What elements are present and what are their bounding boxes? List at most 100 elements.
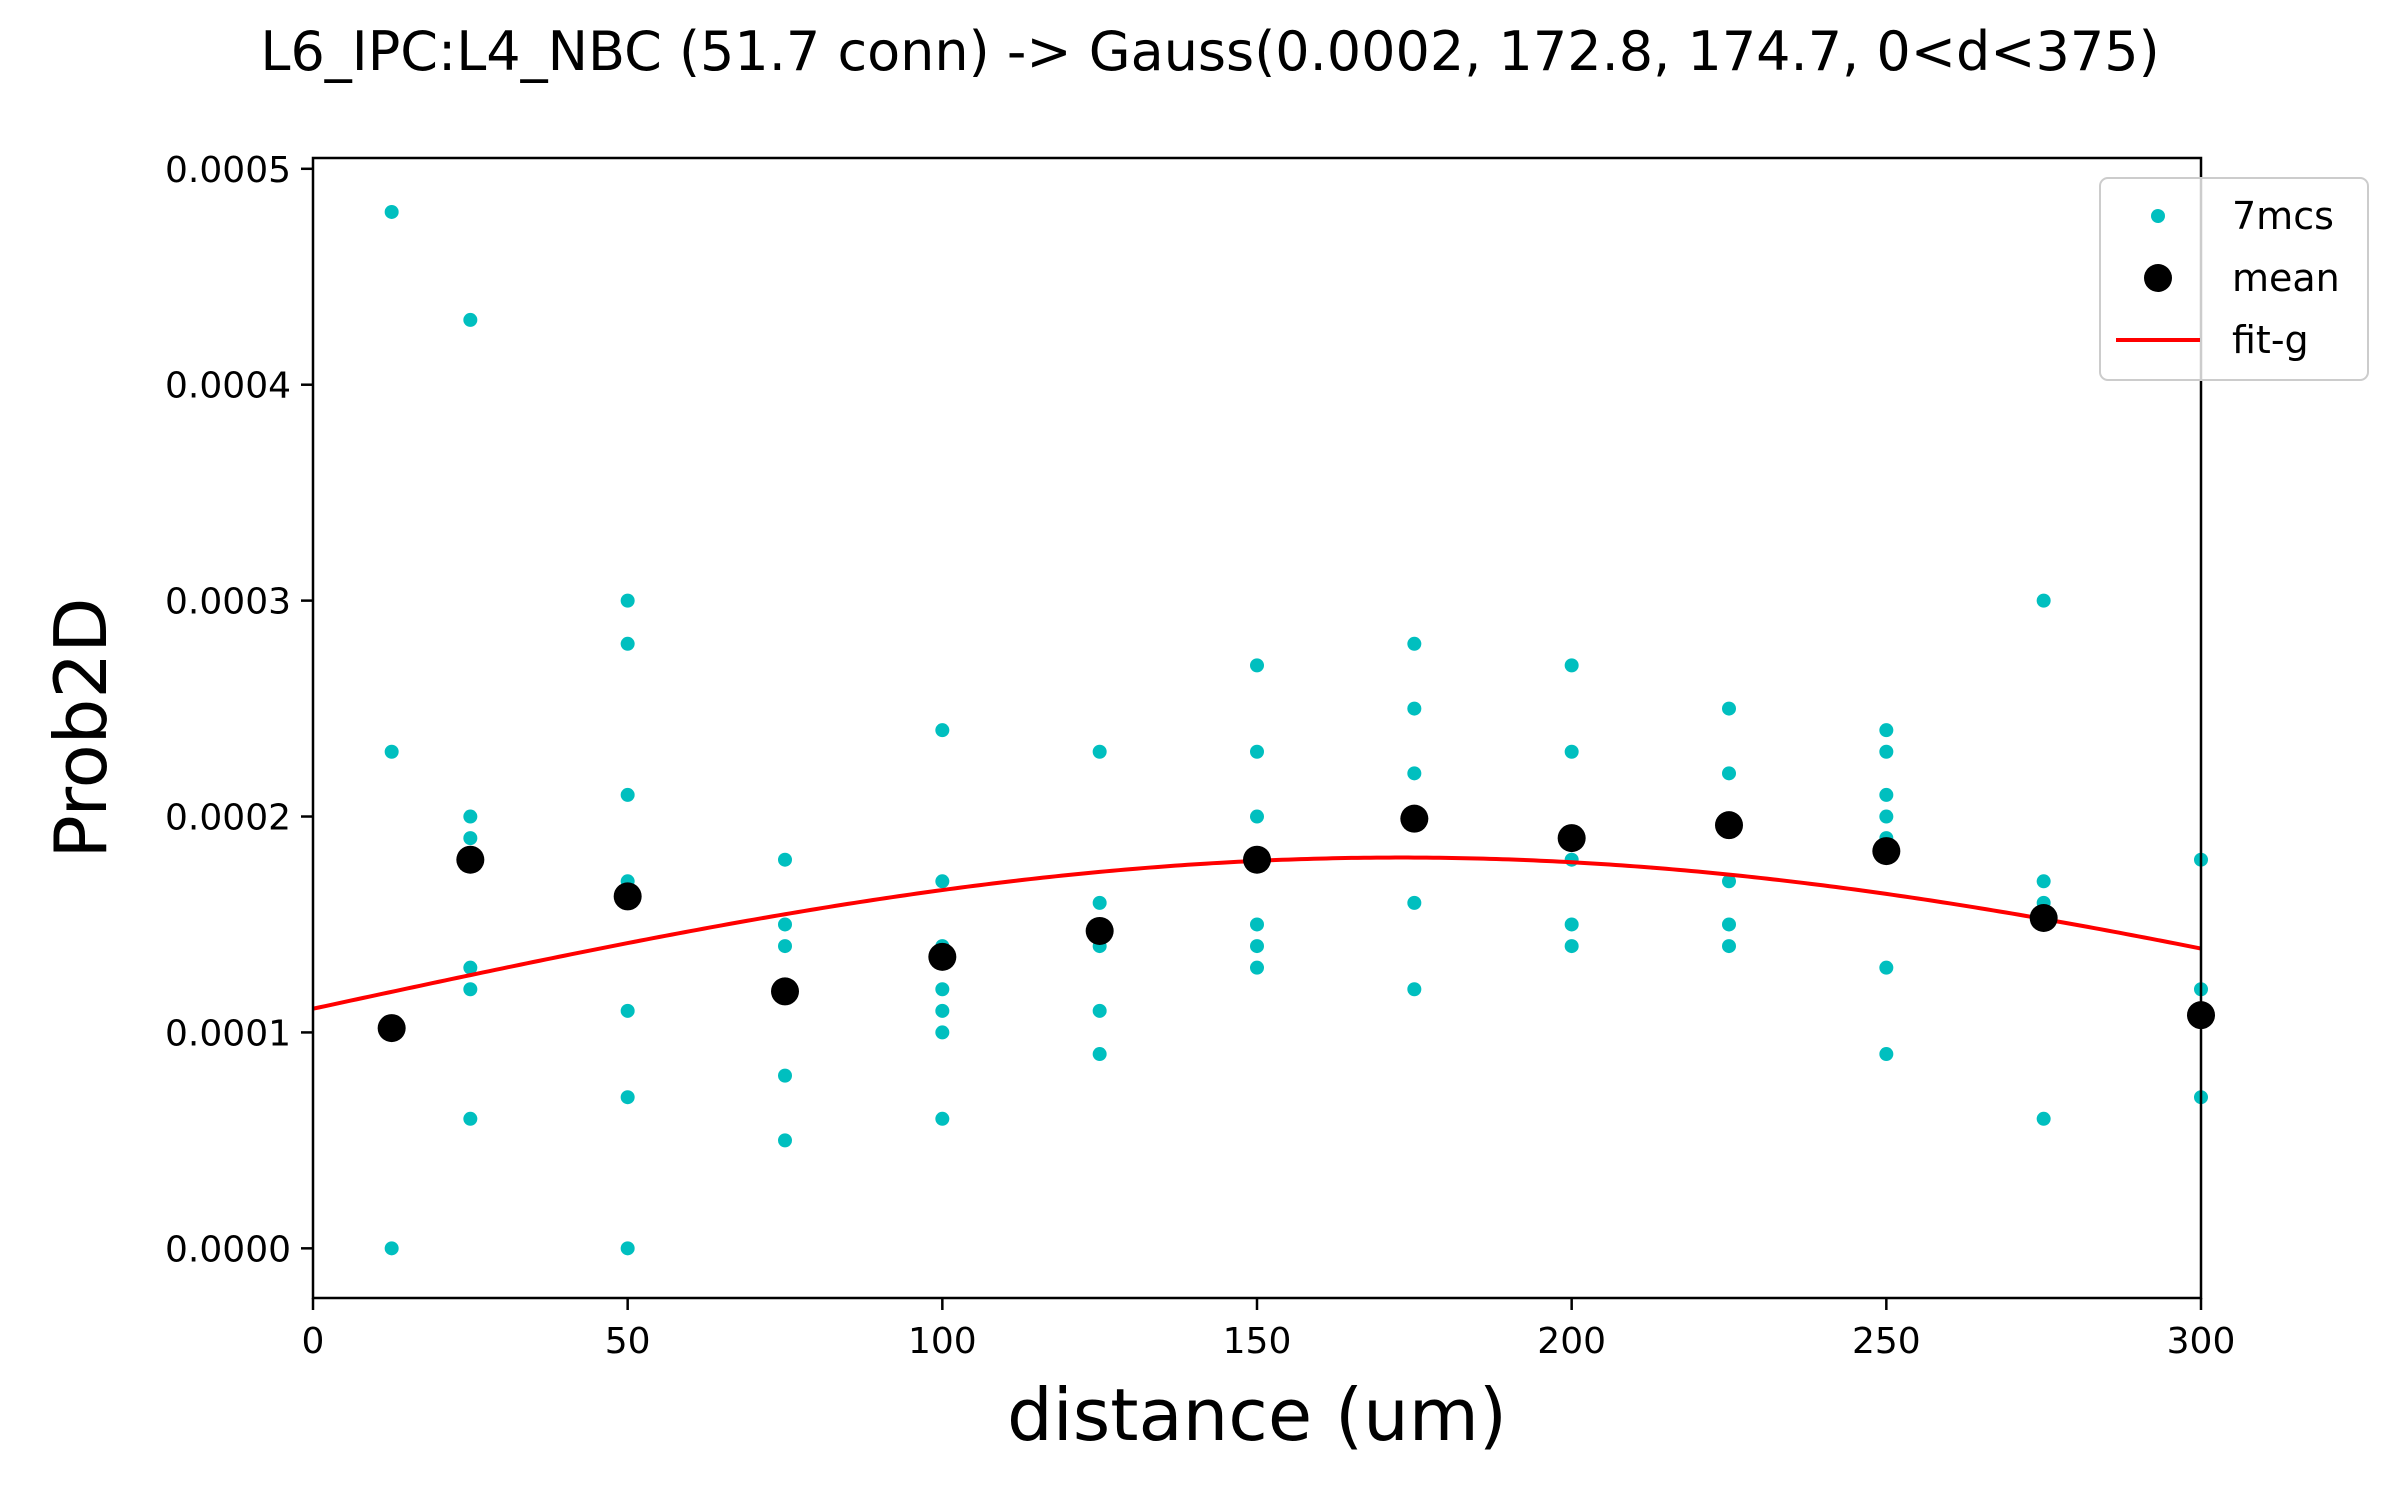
point-7mcs <box>1092 1047 1107 1062</box>
point-7mcs <box>620 787 635 802</box>
point-7mcs <box>1564 744 1579 759</box>
point-7mcs <box>1407 701 1422 716</box>
point-7mcs <box>2036 1111 2051 1126</box>
point-7mcs <box>1407 636 1422 651</box>
point-mean <box>1557 824 1586 853</box>
x-tick-label: 300 <box>2167 1321 2236 1362</box>
point-7mcs <box>384 204 399 219</box>
y-tick-label: 0.0003 <box>165 582 291 623</box>
point-7mcs <box>935 723 950 738</box>
x-tick-label: 250 <box>1852 1321 1921 1362</box>
y-tick-label: 0.0000 <box>165 1229 291 1270</box>
point-7mcs <box>620 593 635 608</box>
point-7mcs <box>1879 960 1894 975</box>
point-7mcs <box>1879 787 1894 802</box>
point-7mcs <box>1564 917 1579 932</box>
point-7mcs <box>1722 701 1736 716</box>
point-7mcs <box>1407 766 1422 781</box>
point-7mcs <box>2036 874 2051 889</box>
point-7mcs <box>463 831 478 846</box>
point-mean <box>1872 837 1901 866</box>
point-7mcs <box>1250 658 1264 673</box>
point-7mcs <box>1722 874 1736 889</box>
point-7mcs <box>463 809 478 824</box>
point-mean <box>377 1014 406 1043</box>
point-7mcs <box>1564 939 1579 954</box>
point-7mcs <box>620 1003 635 1018</box>
fit-g-line <box>312 855 2202 1011</box>
point-7mcs <box>1250 809 1264 824</box>
point-7mcs <box>778 1133 792 1148</box>
point-7mcs <box>1722 939 1736 954</box>
point-7mcs <box>935 982 950 997</box>
x-tick-label: 200 <box>1537 1321 1606 1362</box>
legend-box <box>2099 177 2369 381</box>
point-7mcs <box>935 874 950 889</box>
legend-marker-mean <box>2144 264 2172 292</box>
point-mean <box>1400 804 1429 833</box>
point-mean <box>1243 845 1271 874</box>
legend-marker-7mcs <box>2151 209 2165 223</box>
point-7mcs <box>778 1068 792 1083</box>
plot-frame <box>311 156 2203 1300</box>
point-7mcs <box>1250 960 1264 975</box>
x-tick-label: 50 <box>605 1321 651 1362</box>
point-7mcs <box>384 744 399 759</box>
point-7mcs <box>935 1111 950 1126</box>
point-7mcs <box>463 1111 478 1126</box>
point-7mcs <box>620 1090 635 1105</box>
point-7mcs <box>1092 1003 1107 1018</box>
point-mean <box>928 942 957 971</box>
y-axis: 0.0000 0.0001 0.0002 0.0003 0.0004 0.0005 <box>165 150 313 1270</box>
point-mean <box>613 882 642 911</box>
x-axis: 0 50 100 150 200 250 300 <box>302 1298 2236 1362</box>
legend: 7mcs mean fit-g <box>2099 177 2369 381</box>
point-mean <box>1715 811 1743 840</box>
x-tick-label: 100 <box>908 1321 977 1362</box>
x-axis-label: distance (um) <box>1007 1373 1507 1457</box>
point-7mcs <box>1564 658 1579 673</box>
y-tick-label: 0.0004 <box>165 366 291 407</box>
legend-label-mean: mean <box>2232 256 2340 300</box>
point-7mcs <box>1879 744 1894 759</box>
point-mean <box>1085 916 1114 945</box>
point-7mcs <box>1879 723 1894 738</box>
point-7mcs <box>935 1003 950 1018</box>
point-mean <box>456 845 485 874</box>
point-7mcs <box>1879 1047 1894 1062</box>
point-7mcs <box>1722 917 1736 932</box>
point-7mcs <box>778 939 792 954</box>
y-tick-label: 0.0001 <box>165 1013 291 1054</box>
point-7mcs <box>1250 917 1264 932</box>
point-7mcs <box>463 312 478 327</box>
point-7mcs <box>384 1241 399 1256</box>
legend-label-7mcs: 7mcs <box>2232 194 2334 238</box>
point-7mcs <box>463 960 478 975</box>
point-7mcs <box>620 1241 635 1256</box>
point-7mcs <box>1407 895 1422 910</box>
x-tick-label: 150 <box>1223 1321 1292 1362</box>
point-7mcs <box>778 852 792 867</box>
legend-label-fit-g: fit-g <box>2232 318 2309 362</box>
x-tick-label: 0 <box>302 1321 325 1362</box>
point-7mcs <box>1879 809 1894 824</box>
point-7mcs <box>1092 744 1107 759</box>
point-7mcs <box>1250 939 1264 954</box>
point-7mcs <box>1250 744 1264 759</box>
chart-title: L6_IPC:L4_NBC (51.7 conn) -> Gauss(0.000… <box>260 20 2159 83</box>
point-7mcs <box>1722 766 1736 781</box>
y-tick-label: 0.0005 <box>165 150 291 191</box>
point-7mcs <box>620 636 635 651</box>
point-mean <box>2029 904 2058 932</box>
y-axis-label: Prob2D <box>39 597 123 858</box>
point-7mcs <box>1564 852 1579 867</box>
point-7mcs <box>935 1025 950 1040</box>
point-mean <box>771 977 799 1006</box>
point-7mcs <box>1407 982 1422 997</box>
point-7mcs <box>2036 593 2051 608</box>
point-7mcs <box>1092 895 1107 910</box>
plot-area <box>311 156 2215 1300</box>
point-7mcs <box>463 982 478 997</box>
point-7mcs <box>778 917 792 932</box>
